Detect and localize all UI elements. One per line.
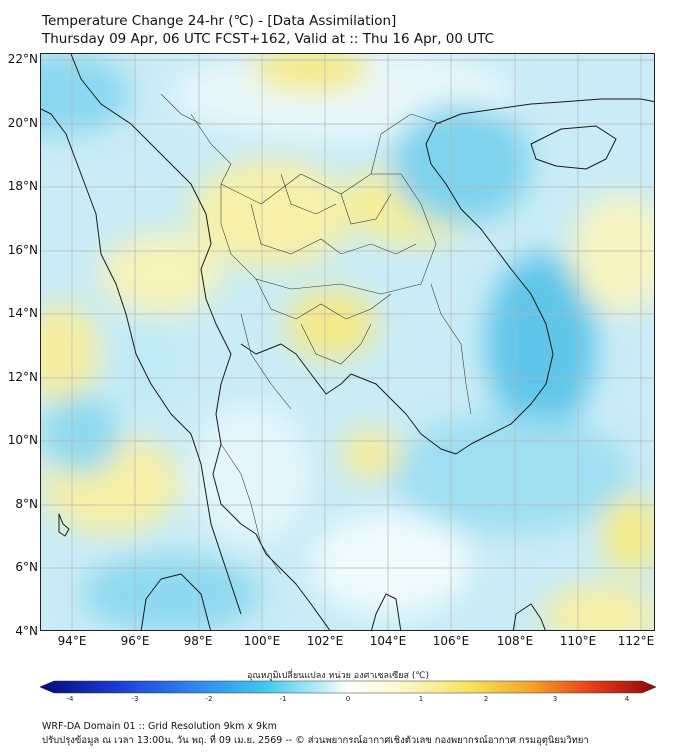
colorbar-tick-4: 4 [624, 695, 630, 703]
map-title: Temperature Change 24-hr (℃) - [Data Ass… [42, 12, 494, 48]
lat-label-4n: 4°N [15, 624, 38, 638]
colorbar-title: อุณหภูมิเปลี่ยนแปลง หน่วย องศาเซลเซียส (… [246, 671, 430, 681]
colorbar-tick-3: 3 [552, 695, 558, 703]
lon-label-96e: 96°E [120, 634, 150, 648]
lat-label-16n: 16°N [7, 243, 38, 257]
lat-label-8n: 8°N [15, 497, 38, 511]
title-line-1: Temperature Change 24-hr (℃) - [Data Ass… [42, 13, 397, 29]
footer-line-2: ปรับปรุงข้อมูล ณ เวลา 13:00น. วัน พฤ. ที… [42, 735, 589, 746]
lon-label-100e: 100°E [243, 634, 281, 648]
lon-label-94e: 94°E [57, 634, 87, 648]
lat-label-6n: 6°N [15, 560, 38, 574]
footer: WRF-DA Domain 01 :: Grid Resolution 9km … [42, 720, 589, 748]
lon-label-104e: 104°E [369, 634, 407, 648]
colorbar-tick-neg4: -4 [66, 695, 74, 703]
lat-label-12n: 12°N [7, 370, 38, 384]
lat-label-14n: 14°N [7, 306, 38, 320]
lon-label-98e: 98°E [183, 634, 213, 648]
map-canvas [41, 54, 654, 630]
colorbar-tick-2: 2 [483, 695, 489, 703]
lat-label-20n: 20°N [7, 116, 38, 130]
coastlines [41, 54, 654, 630]
colorbar-tick-1: 1 [418, 695, 424, 703]
colorbar-tick-neg2: -2 [205, 695, 213, 703]
graticule [41, 54, 654, 630]
colorbar-tick-neg3: -3 [131, 695, 139, 703]
lon-label-108e: 108°E [496, 634, 534, 648]
colorbar-tick-0: 0 [345, 695, 351, 703]
lon-label-112e: 112°E [617, 634, 655, 648]
lon-label-102e: 102°E [306, 634, 344, 648]
footer-line-1: WRF-DA Domain 01 :: Grid Resolution 9km … [42, 721, 277, 732]
title-line-2: Thursday 09 Apr, 06 UTC FCST+162, Valid … [42, 31, 495, 47]
lat-label-18n: 18°N [7, 179, 38, 193]
lon-label-110e: 110°E [559, 634, 597, 648]
lon-label-106e: 106°E [432, 634, 470, 648]
colorbar-gradient [40, 680, 656, 694]
temperature-change-map [40, 53, 655, 631]
lat-label-22n: 22°N [7, 52, 38, 66]
colorbar [40, 680, 656, 694]
admin-borders [160, 93, 472, 575]
colorbar-tick-neg1: -1 [279, 695, 287, 703]
lat-label-10n: 10°N [7, 433, 38, 447]
